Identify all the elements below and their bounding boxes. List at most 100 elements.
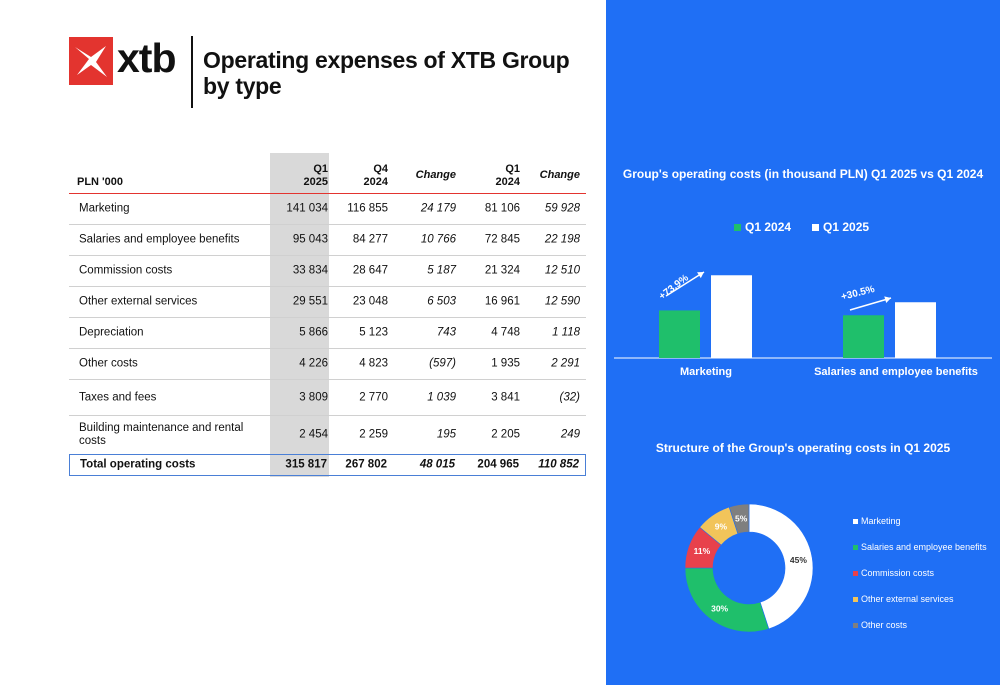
cell-q4-2024: 116 855 — [347, 202, 388, 215]
growth-arrow-0 — [665, 271, 705, 297]
bar-chart-title: Group's operating costs (in thousand PLN… — [622, 167, 984, 181]
total-q1-2024: 204 965 — [477, 458, 519, 471]
cell-q1-2024: 3 841 — [491, 391, 520, 403]
cell-change-q4: 1 039 — [427, 391, 456, 403]
donut-value-label-4: 5% — [735, 514, 748, 524]
cell-q1-2024: 16 961 — [484, 295, 520, 308]
header-unit-label: PLN '000 — [77, 176, 124, 188]
cell-change-q1: 12 510 — [544, 264, 580, 277]
header-q1-2025: Q1 2025 — [303, 163, 328, 188]
cell-change-q4: (597) — [429, 357, 456, 370]
cell-change-q1: 249 — [560, 428, 580, 441]
donut-value-label-3: 9% — [715, 522, 728, 532]
cell-q1-2025: 3 809 — [299, 391, 328, 403]
pie-chart-title: Structure of the Group's operating costs… — [655, 441, 951, 455]
cell-q1-2025: 29 551 — [292, 295, 328, 308]
row-label: Taxes and fees — [79, 391, 157, 403]
bar-q1-2024-0 — [659, 310, 700, 358]
cell-change-q1: 12 590 — [544, 295, 580, 308]
legend-label: Q1 2025 — [823, 220, 870, 234]
pie-legend-item: Salaries and employee benefits — [853, 534, 987, 560]
growth-annotation-0: +73.9% — [657, 273, 691, 303]
growth-arrow-1 — [849, 297, 892, 311]
pie-legend-item: Other costs — [853, 612, 987, 638]
bar-q1-2024-1 — [843, 315, 884, 358]
cell-change-q4: 743 — [436, 326, 456, 339]
cell-change-q1: (32) — [559, 391, 580, 403]
cell-q1-2024: 72 845 — [484, 233, 520, 246]
cell-q1-2025: 95 043 — [292, 233, 328, 246]
donut-slice-1 — [684, 567, 770, 633]
cell-q1-2024: 21 324 — [484, 264, 520, 277]
table-row: Commission costs 33 834 28 647 5 187 21 … — [69, 256, 586, 287]
bar-legend-q1-2024: Q1 2024 — [734, 220, 791, 234]
cell-change-q1: 2 291 — [551, 357, 580, 370]
cell-q1-2025: 33 834 — [292, 264, 328, 277]
row-label: Salaries and employee benefits — [79, 233, 240, 246]
operating-expenses-table: PLN '000 Q1 2025 Q4 2024 Change Q1 2024 Cha… — [69, 153, 586, 477]
table-row: Building maintenance and rental costs 2 … — [69, 416, 586, 454]
cell-change-q4: 24 179 — [420, 202, 456, 215]
header-q1-2024: Q1 2024 — [495, 163, 520, 188]
growth-arrow-head-0 — [697, 272, 704, 279]
cell-change-q1: 22 198 — [544, 233, 580, 246]
pie-legend: Marketing Salaries and employee benefits… — [853, 508, 987, 638]
table-row: Salaries and employee benefits 95 043 84… — [69, 225, 586, 256]
pie-legend-item: Other external services — [853, 586, 987, 612]
growth-arrow-head-1 — [884, 296, 891, 304]
total-q4-2024: 267 802 — [345, 458, 387, 471]
cell-q1-2024: 81 106 — [484, 202, 520, 215]
table-row: Other costs 4 226 4 823 (597) 1 935 2 29… — [69, 349, 586, 380]
donut-slice-4 — [728, 503, 750, 535]
cell-q4-2024: 4 823 — [359, 357, 388, 370]
charts-panel: Group's operating costs (in thousand PLN… — [606, 0, 1000, 685]
total-change-q1: 110 852 — [538, 458, 579, 471]
bar-q1-2025-1 — [895, 302, 936, 358]
q1-2025-column-highlight — [270, 153, 329, 477]
legend-swatch-green — [734, 223, 741, 231]
header-change-q1: Change — [539, 169, 580, 181]
bar-category-marketing: Marketing — [680, 366, 732, 378]
growth-annotation-1: +30.5% — [840, 284, 876, 303]
row-label: Other costs — [79, 357, 138, 370]
cell-change-q4: 10 766 — [420, 233, 456, 246]
cell-q1-2025: 5 866 — [299, 326, 328, 339]
cell-q1-2024: 1 935 — [491, 357, 520, 370]
header-divider — [191, 36, 193, 108]
cell-q1-2025: 141 034 — [286, 202, 328, 215]
header-q4-2024: Q4 2024 — [363, 163, 388, 188]
total-row: Total operating costs 315 817 267 802 48… — [69, 454, 586, 476]
row-label: Depreciation — [79, 326, 144, 339]
pie-legend-item: Marketing — [853, 508, 987, 534]
donut-value-label-2: 11% — [694, 546, 711, 556]
row-label: Commission costs — [79, 264, 173, 277]
table-row: Marketing 141 034 116 855 24 179 81 106 … — [69, 194, 586, 225]
table-row: Taxes and fees 3 809 2 770 1 039 3 841 (… — [69, 380, 586, 416]
table-row: Other external services 29 551 23 048 6 … — [69, 287, 586, 318]
cell-q4-2024: 84 277 — [352, 233, 388, 246]
total-label: Total operating costs — [80, 458, 196, 471]
donut-value-label-1: 30% — [711, 603, 728, 613]
cell-q4-2024: 28 647 — [352, 264, 388, 277]
cell-q1-2024: 2 205 — [491, 428, 520, 441]
cell-q4-2024: 23 048 — [352, 295, 388, 308]
legend-label: Q1 2024 — [745, 220, 792, 234]
donut-chart: 45% 30% 11% 9% 5% — [684, 503, 814, 633]
cell-change-q1: 1 118 — [552, 326, 580, 339]
pie-legend-item: Commission costs — [853, 560, 987, 586]
cell-q1-2025: 4 226 — [299, 357, 328, 370]
total-change-q4: 48 015 — [419, 458, 455, 471]
bar-category-salaries: Salaries and employee benefits — [814, 366, 978, 378]
table-header: PLN '000 Q1 2025 Q4 2024 Change Q1 2024 Cha… — [69, 153, 586, 194]
table-row: Depreciation 5 866 5 123 743 4 748 1 118 — [69, 318, 586, 349]
total-q1-2025: 315 817 — [285, 458, 327, 471]
row-label: Other external services — [79, 295, 198, 308]
xtb-logo-mark — [69, 37, 113, 85]
xtb-logo-text: xtb — [117, 35, 176, 81]
cell-change-q4: 6 503 — [427, 295, 456, 308]
bar-legend-q1-2025: Q1 2025 — [812, 220, 869, 234]
cell-q4-2024: 2 770 — [359, 391, 388, 403]
donut-slice-0 — [748, 503, 814, 630]
bar-q1-2025-0 — [711, 275, 752, 358]
legend-swatch-white — [812, 223, 819, 231]
